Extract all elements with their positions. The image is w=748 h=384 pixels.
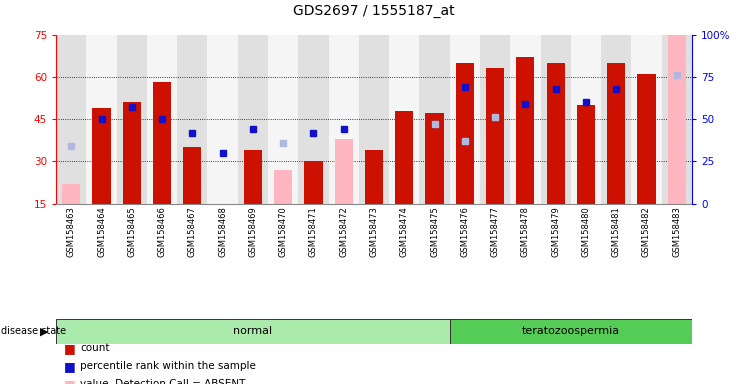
Bar xyxy=(207,35,238,204)
Bar xyxy=(56,319,450,344)
Bar xyxy=(298,35,328,204)
Bar xyxy=(274,170,292,204)
Bar xyxy=(577,105,595,204)
Bar xyxy=(93,108,111,204)
Bar xyxy=(486,68,504,204)
Bar xyxy=(123,102,141,204)
Text: ■: ■ xyxy=(64,360,76,373)
Bar xyxy=(244,150,262,204)
Text: value, Detection Call = ABSENT: value, Detection Call = ABSENT xyxy=(80,379,245,384)
Bar xyxy=(334,139,353,204)
Bar xyxy=(238,35,268,204)
Text: normal: normal xyxy=(233,326,272,336)
Bar xyxy=(389,35,420,204)
Bar xyxy=(662,35,692,204)
Bar xyxy=(668,35,686,204)
Bar xyxy=(631,35,662,204)
Bar xyxy=(304,161,322,204)
Bar xyxy=(86,35,117,204)
Text: teratozoospermia: teratozoospermia xyxy=(522,326,620,336)
Bar xyxy=(395,111,414,204)
Bar xyxy=(510,35,541,204)
Bar xyxy=(450,319,692,344)
Bar xyxy=(456,63,474,204)
Bar xyxy=(56,35,86,204)
Text: disease state: disease state xyxy=(1,326,66,336)
Bar xyxy=(450,35,480,204)
Bar xyxy=(547,63,565,204)
Bar xyxy=(153,83,171,204)
Bar xyxy=(601,35,631,204)
Bar xyxy=(117,35,147,204)
Bar xyxy=(637,74,655,204)
Text: ■: ■ xyxy=(64,378,76,384)
Bar xyxy=(516,57,535,204)
Bar xyxy=(426,113,444,204)
Text: GDS2697 / 1555187_at: GDS2697 / 1555187_at xyxy=(293,4,455,18)
Bar xyxy=(541,35,571,204)
Bar xyxy=(183,147,201,204)
Bar xyxy=(571,35,601,204)
Bar xyxy=(177,35,207,204)
Bar xyxy=(62,184,80,204)
Bar xyxy=(147,35,177,204)
Bar xyxy=(359,35,389,204)
Bar xyxy=(268,35,298,204)
Text: ▶: ▶ xyxy=(40,326,49,336)
Text: count: count xyxy=(80,343,109,353)
Bar xyxy=(607,63,625,204)
Bar xyxy=(420,35,450,204)
Bar xyxy=(328,35,359,204)
Bar xyxy=(365,150,383,204)
Text: ■: ■ xyxy=(64,342,76,355)
Bar xyxy=(480,35,510,204)
Text: percentile rank within the sample: percentile rank within the sample xyxy=(80,361,256,371)
